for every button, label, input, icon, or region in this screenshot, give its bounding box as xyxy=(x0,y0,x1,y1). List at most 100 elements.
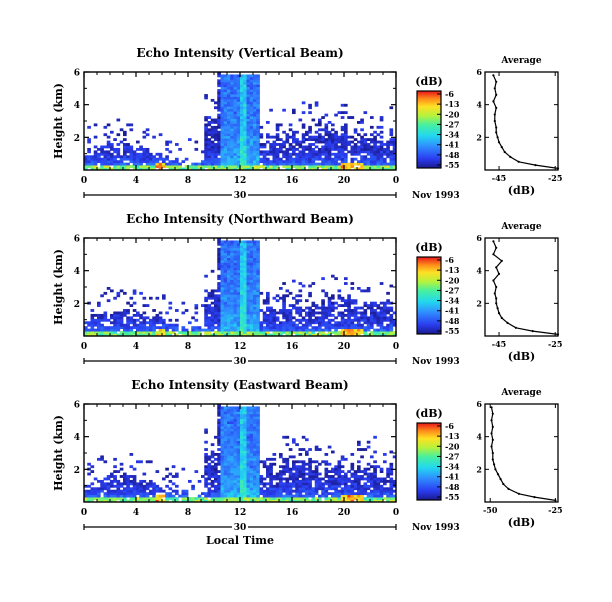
colorbar-tick-label: -27 xyxy=(445,119,459,129)
profile-point xyxy=(491,412,494,415)
date-label: 30 xyxy=(234,523,247,533)
profile-y-tick-label: 6 xyxy=(476,399,482,409)
colorbar-tick-label: -13 xyxy=(445,431,460,441)
profile-line xyxy=(490,407,556,501)
profile-point xyxy=(496,473,500,476)
y-tick-label: 6 xyxy=(74,401,80,411)
x-tick-label: 8 xyxy=(185,176,191,186)
profile-x-tick-label: -25 xyxy=(548,173,562,183)
profile-point xyxy=(495,297,498,300)
profile-x-label: (dB) xyxy=(508,350,535,363)
colorbar-tick-label: -13 xyxy=(445,265,460,275)
profile-point xyxy=(495,93,498,96)
x-axis-label: Local Time xyxy=(206,534,274,547)
heatmap-cells xyxy=(84,404,397,503)
profile-point xyxy=(492,74,495,77)
profile-point xyxy=(491,451,494,455)
colorbar-tick-label: -55 xyxy=(445,492,459,502)
profile-point xyxy=(517,492,521,495)
colorbar-tick-label: -55 xyxy=(445,326,459,336)
date-suffix: Nov 1993 xyxy=(412,357,460,367)
profile-point xyxy=(490,419,493,422)
profile-title: Average xyxy=(500,388,541,398)
panel-2: Echo Intensity (Eastward Beam) 0 4 8 12 16 20 0… xyxy=(52,378,563,547)
profile-point xyxy=(534,164,537,167)
profile-point xyxy=(492,253,495,256)
y-tick-label: 4 xyxy=(74,433,80,443)
colorbar-tick-label: -41 xyxy=(445,140,459,150)
profile-point xyxy=(497,141,501,144)
profile-line xyxy=(492,75,559,169)
y-tick-label: 6 xyxy=(74,235,80,245)
profile-point xyxy=(493,113,496,116)
colorbar-tick-label: -27 xyxy=(445,285,459,295)
colorbar-tick-label: -6 xyxy=(445,255,454,265)
profile-point xyxy=(509,155,512,158)
y-tick-label: 4 xyxy=(74,101,80,111)
profile-point xyxy=(531,330,534,333)
y-tick-label: 2 xyxy=(74,300,80,310)
colorbar-tick-label: -34 xyxy=(445,130,460,140)
profile-point xyxy=(556,333,560,336)
colorbar-tick-label: -13 xyxy=(445,99,460,109)
y-tick-label: 2 xyxy=(74,466,80,476)
profile-point xyxy=(492,100,495,103)
colorbar-tick-label: -34 xyxy=(445,296,460,306)
colorbar-tick-label: -20 xyxy=(445,275,460,285)
profile-y-tick-label: 2 xyxy=(476,464,482,474)
profile-point xyxy=(495,266,498,269)
profile-point xyxy=(495,131,498,134)
colorbar xyxy=(416,256,442,335)
colorbar xyxy=(416,90,442,169)
profile-point xyxy=(500,259,503,262)
profile-point xyxy=(506,321,509,324)
colorbar-tick-label: -48 xyxy=(445,316,460,326)
panel-title: Echo Intensity (Eastward Beam) xyxy=(131,378,348,392)
colorbar-tick-label: -20 xyxy=(445,441,460,451)
colorbar-unit: (dB) xyxy=(415,241,442,254)
x-tick-label: 0 xyxy=(81,342,87,352)
date-suffix: Nov 1993 xyxy=(412,191,460,201)
profile-point xyxy=(495,126,498,129)
x-tick-label: 4 xyxy=(133,342,139,352)
colorbar-unit: (dB) xyxy=(415,407,442,420)
profile-point xyxy=(495,80,498,83)
date-suffix: Nov 1993 xyxy=(412,523,460,533)
profile-point xyxy=(507,487,510,490)
y-tick-label: 4 xyxy=(74,267,80,277)
colorbar-tick-label: -34 xyxy=(445,462,460,472)
profile-point xyxy=(503,150,506,154)
profile-frame xyxy=(484,403,559,503)
profile-point xyxy=(497,272,501,275)
profile-point xyxy=(517,160,520,163)
y-axis-label: Height (km) xyxy=(52,83,65,159)
y-tick-label: 2 xyxy=(74,134,80,144)
profile-point xyxy=(500,146,503,149)
profile-x-label: (dB) xyxy=(508,184,535,197)
profile-point xyxy=(490,432,493,435)
profile-point xyxy=(493,292,496,295)
profile-point xyxy=(490,445,493,448)
profile-line xyxy=(492,241,559,335)
x-tick-label: 16 xyxy=(286,508,299,518)
profile-point xyxy=(493,463,496,466)
x-tick-label: 4 xyxy=(133,176,139,186)
profile-x-tick-label: -45 xyxy=(492,339,506,349)
x-tick-label: 12 xyxy=(234,342,247,352)
profile-y-tick-label: 2 xyxy=(476,298,482,308)
profile-point xyxy=(495,285,498,289)
date-label: 30 xyxy=(234,357,247,367)
panel-0: Echo Intensity (Vertical Beam) 0 4 8 12 16 20 0… xyxy=(52,46,562,201)
profile-point xyxy=(502,482,505,486)
x-tick-label: 0 xyxy=(81,176,87,186)
profile-point xyxy=(533,496,536,499)
profile-point xyxy=(495,106,498,109)
colorbar-unit: (dB) xyxy=(415,75,442,88)
profile-point xyxy=(514,326,518,329)
heatmap-cells xyxy=(84,238,397,337)
colorbar-tick-label: -41 xyxy=(445,306,459,316)
profile-point xyxy=(556,167,560,170)
x-tick-label: 8 xyxy=(185,508,191,518)
profile-point xyxy=(495,246,498,249)
x-tick-label: 16 xyxy=(286,176,299,186)
